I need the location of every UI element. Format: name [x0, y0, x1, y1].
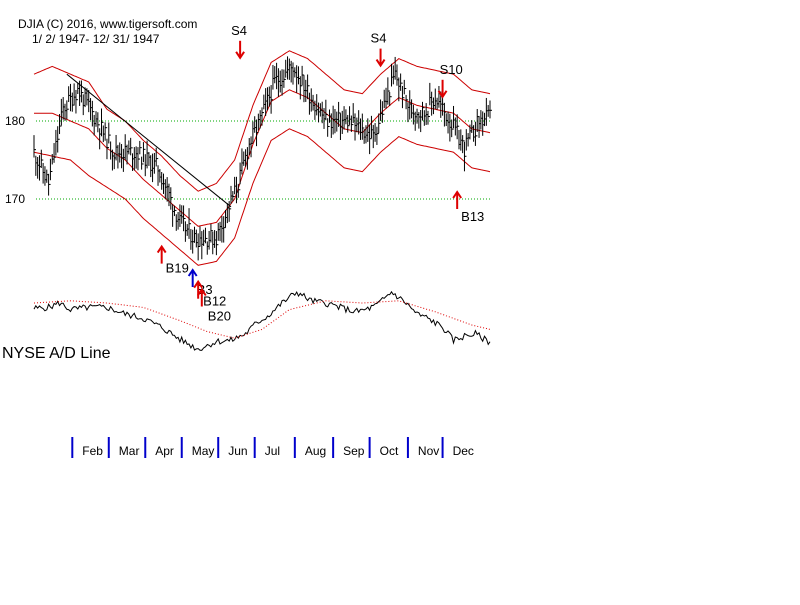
signal-arrowhead — [437, 90, 448, 99]
month-label: May — [192, 444, 215, 458]
month-label: Feb — [82, 444, 103, 458]
signal-label: S4 — [371, 31, 387, 46]
y-tick-label: 170 — [5, 192, 25, 206]
signal-label: S4 — [231, 23, 247, 38]
lower-band-line — [33, 128, 491, 266]
signal-s4: S4 — [371, 31, 387, 68]
trendline-group — [66, 73, 232, 208]
signal-arrowhead — [452, 190, 463, 199]
signal-arrowhead — [235, 51, 245, 60]
month-label: Jun — [228, 444, 247, 458]
signal-label: S10 — [440, 62, 463, 77]
chart-date-range: 1/ 2/ 1947- 12/ 31/ 1947 — [32, 32, 160, 46]
signal-label: B12 — [203, 294, 226, 309]
month-label: Aug — [305, 444, 326, 458]
signal-b12: B12 — [193, 279, 226, 309]
upper-band-line — [33, 50, 491, 192]
month-label: Mar — [119, 444, 140, 458]
signal-b13: B13 — [452, 190, 484, 224]
signal-arrowhead — [193, 279, 203, 289]
signal-s10: S10 — [437, 62, 463, 99]
gridlines: 180 170 — [5, 114, 490, 206]
signal-label: B20 — [208, 309, 231, 324]
ad-moving-average — [33, 300, 491, 339]
signal-arrowhead — [375, 59, 386, 68]
month-label: Jul — [265, 444, 280, 458]
y-tick-label: 180 — [5, 114, 25, 128]
ad-line-label: NYSE A/D Line — [2, 345, 111, 362]
chart-title: DJIA (C) 2016, www.tigersoft.com — [18, 17, 197, 31]
signal-b19: B19 — [156, 244, 189, 276]
signal-s4: S4 — [231, 23, 247, 60]
signal-arrowhead — [196, 287, 207, 297]
month-label: Nov — [418, 444, 439, 458]
month-label: Dec — [453, 444, 474, 458]
signal-b20: B20 — [196, 287, 231, 324]
ad-line-panel — [33, 290, 491, 351]
bollinger-bands — [33, 50, 491, 266]
month-label: Apr — [155, 444, 174, 458]
signal-arrowhead — [187, 268, 198, 277]
month-label: Sep — [343, 444, 365, 458]
month-axis: Feb Mar Apr May Jun Jul Aug Sep Oct Nov Dec — [71, 437, 474, 458]
signal-label: B13 — [461, 209, 484, 224]
ad-line — [33, 290, 491, 351]
signal-label: B19 — [166, 261, 189, 276]
signal-arrowhead — [156, 244, 167, 254]
month-label: Oct — [380, 444, 399, 458]
price-bars — [33, 56, 492, 261]
trendline — [66, 73, 232, 208]
